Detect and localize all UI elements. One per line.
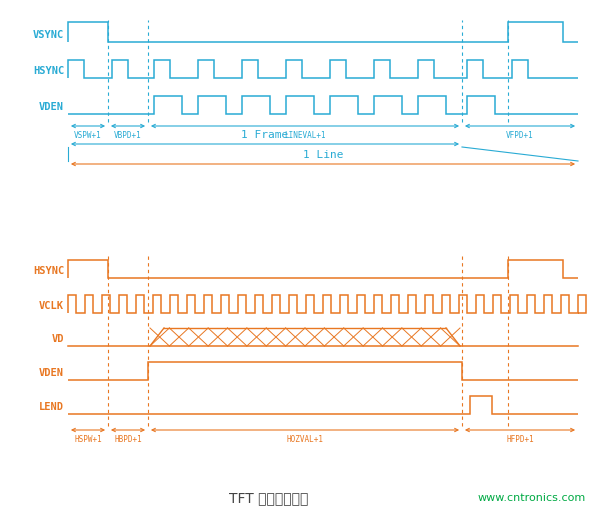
Text: VCLK: VCLK — [39, 301, 64, 311]
Text: VBPD+1: VBPD+1 — [114, 131, 142, 140]
Text: HOZVAL+1: HOZVAL+1 — [286, 435, 324, 444]
Text: VSYNC: VSYNC — [33, 30, 64, 40]
Text: VDEN: VDEN — [39, 368, 64, 378]
Text: HSYNC: HSYNC — [33, 266, 64, 276]
Text: www.cntronics.com: www.cntronics.com — [478, 493, 586, 503]
Text: VD: VD — [51, 334, 64, 344]
Text: LINEVAL+1: LINEVAL+1 — [284, 131, 326, 140]
Text: HFPD+1: HFPD+1 — [506, 435, 534, 444]
Text: 1 Line: 1 Line — [303, 150, 343, 160]
Text: LEND: LEND — [39, 402, 64, 412]
Text: VFPD+1: VFPD+1 — [506, 131, 534, 140]
Text: HSYNC: HSYNC — [33, 66, 64, 76]
Text: HSPW+1: HSPW+1 — [74, 435, 102, 444]
Text: HBPD+1: HBPD+1 — [114, 435, 142, 444]
Text: VSPW+1: VSPW+1 — [74, 131, 102, 140]
Text: VDEN: VDEN — [39, 102, 64, 112]
Text: TFT 屏工作时序图: TFT 屏工作时序图 — [229, 491, 309, 505]
Text: 1 Frame: 1 Frame — [242, 130, 289, 140]
